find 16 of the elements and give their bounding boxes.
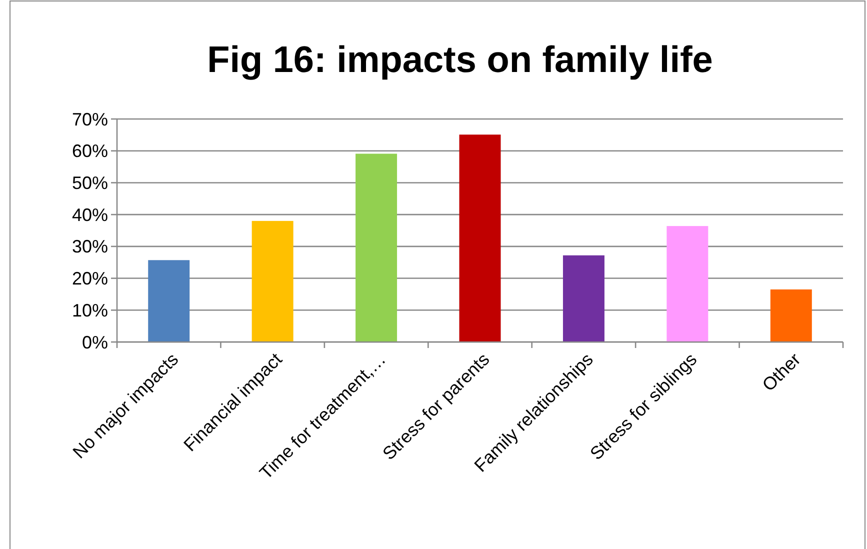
y-tick-label: 50% — [72, 173, 108, 194]
y-tick-label: 0% — [82, 332, 108, 352]
bar — [252, 220, 294, 342]
chart-title: Fig 16: impacts on family life — [207, 39, 713, 80]
bar — [666, 226, 708, 342]
bar — [770, 289, 812, 342]
y-tick-label: 10% — [72, 300, 108, 320]
y-tick-label: 40% — [72, 204, 108, 225]
y-tick-label: 20% — [72, 268, 108, 289]
y-tick-label: 60% — [72, 141, 108, 162]
y-tick-label: 30% — [72, 236, 108, 257]
bar — [562, 255, 604, 342]
bar — [148, 260, 190, 342]
y-tick-label: 70% — [72, 109, 108, 130]
bar — [459, 134, 501, 342]
bar — [356, 154, 398, 342]
